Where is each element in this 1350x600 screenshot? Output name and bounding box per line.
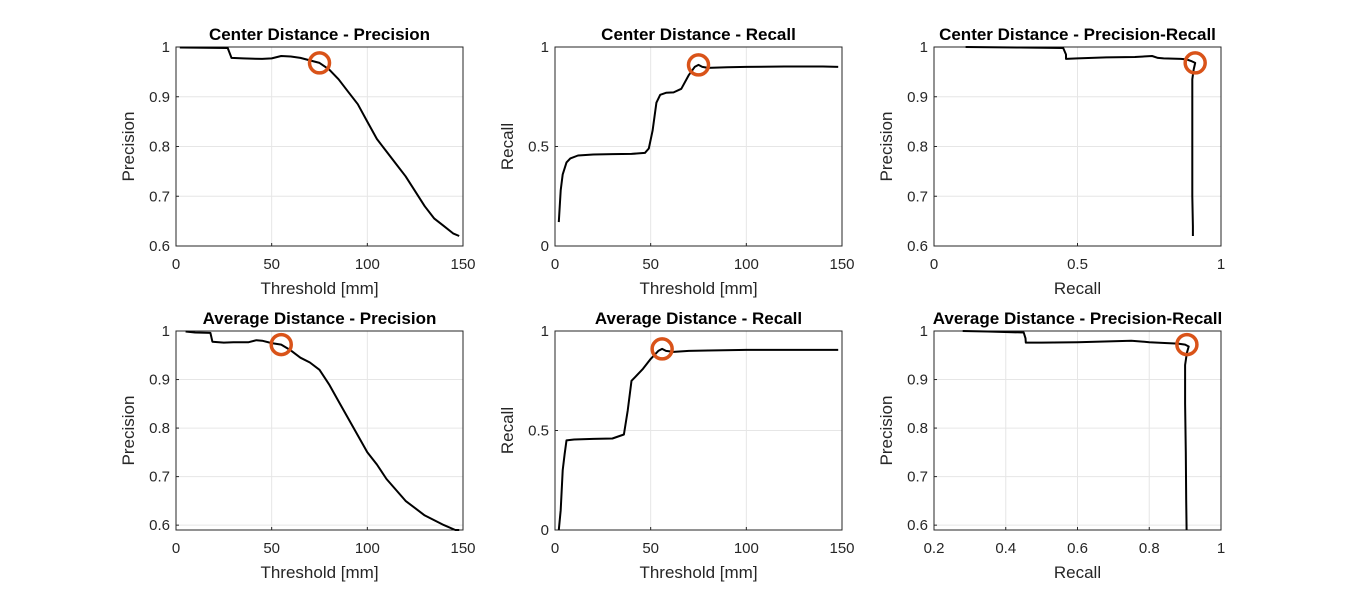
- x-tick-label: 100: [734, 256, 759, 273]
- panel-center-distance-recall: Center Distance - Recall Threshold [mm] …: [498, 25, 855, 298]
- panel-center-distance-precision: Center Distance - Precision Threshold [m…: [119, 25, 476, 298]
- axes-frame: [933, 46, 1222, 247]
- y-tick-label: 1: [541, 39, 549, 56]
- y-tick-label: 0.8: [149, 139, 170, 156]
- operating-point-marker: [686, 53, 711, 77]
- y-tick-label: 1: [162, 323, 170, 340]
- panel-title: Center Distance - Precision: [209, 25, 430, 44]
- axes-frame: [175, 330, 464, 531]
- x-tick-label: 150: [829, 256, 854, 273]
- panel-average-distance-precision: Average Distance - Precision Threshold […: [119, 309, 476, 582]
- x-tick-label: 150: [450, 256, 475, 273]
- axes-frame: [933, 330, 1222, 531]
- x-axis-label: Threshold [mm]: [639, 563, 757, 582]
- y-axis-label: Recall: [498, 123, 517, 170]
- y-tick-label: 0.5: [528, 139, 549, 156]
- operating-point-marker: [650, 337, 674, 361]
- x-axis-label: Threshold [mm]: [260, 279, 378, 298]
- x-tick-label: 1: [1217, 540, 1225, 557]
- y-tick-label: 1: [920, 39, 928, 56]
- x-axis-label: Threshold [mm]: [639, 279, 757, 298]
- y-axis-label: Recall: [498, 407, 517, 454]
- y-axis-label: Precision: [119, 112, 138, 182]
- panel-title: Center Distance - Recall: [601, 25, 796, 44]
- y-tick-label: 0: [541, 238, 549, 255]
- y-tick-label: 0.8: [149, 420, 170, 437]
- x-tick-label: 150: [450, 540, 475, 557]
- x-tick-label: 0: [930, 256, 938, 273]
- x-tick-label: 0: [551, 540, 559, 557]
- data-series-line: [185, 330, 460, 531]
- x-axis-label: Threshold [mm]: [260, 563, 378, 582]
- y-tick-label: 0.6: [149, 517, 170, 534]
- x-tick-label: 50: [642, 540, 659, 557]
- x-tick-label: 0: [172, 256, 180, 273]
- x-tick-label: 50: [263, 540, 280, 557]
- y-axis-label: Precision: [877, 396, 896, 466]
- x-axis-label: Recall: [1054, 563, 1101, 582]
- panel-title: Average Distance - Precision: [203, 309, 437, 328]
- x-axis-label: Recall: [1054, 279, 1101, 298]
- data-series-line: [179, 46, 460, 237]
- x-tick-label: 100: [734, 540, 759, 557]
- operating-point-marker: [269, 332, 293, 357]
- data-series-line: [962, 330, 1190, 531]
- y-tick-label: 1: [541, 323, 549, 340]
- x-tick-label: 0.5: [1067, 256, 1088, 273]
- y-tick-label: 0.9: [907, 89, 928, 106]
- panel-center-distance-precision-recall: Center Distance - Precision-Recall Recal…: [877, 25, 1225, 298]
- x-tick-label: 0.8: [1139, 540, 1160, 557]
- x-tick-label: 0: [172, 540, 180, 557]
- axes-frame: [554, 46, 843, 247]
- x-tick-label: 0.4: [995, 540, 1016, 557]
- y-tick-label: 0.9: [149, 89, 170, 106]
- y-tick-label: 0.7: [907, 469, 928, 486]
- axes-frame: [554, 330, 843, 531]
- x-tick-label: 0: [551, 256, 559, 273]
- y-tick-label: 0.7: [149, 188, 170, 205]
- data-series-line: [557, 347, 839, 531]
- x-tick-label: 0.6: [1067, 540, 1088, 557]
- y-tick-label: 1: [162, 39, 170, 56]
- y-tick-label: 0.9: [907, 372, 928, 389]
- y-tick-label: 0.6: [907, 517, 928, 534]
- y-axis-label: Precision: [877, 112, 896, 182]
- x-tick-label: 100: [355, 540, 380, 557]
- y-tick-label: 0: [541, 522, 549, 539]
- x-tick-label: 0.2: [924, 540, 945, 557]
- operating-point-marker: [307, 51, 332, 75]
- y-axis-label: Precision: [119, 396, 138, 466]
- x-tick-label: 50: [263, 256, 280, 273]
- operating-point-marker: [1175, 332, 1199, 357]
- plot-area: [176, 331, 463, 530]
- y-tick-label: 0.8: [907, 420, 928, 437]
- data-series-line: [965, 46, 1197, 236]
- x-tick-label: 50: [642, 256, 659, 273]
- x-tick-label: 150: [829, 540, 854, 557]
- operating-point-marker: [1183, 51, 1207, 75]
- x-tick-label: 1: [1217, 256, 1225, 273]
- y-tick-label: 0.7: [907, 188, 928, 205]
- x-tick-label: 100: [355, 256, 380, 273]
- panel-title: Average Distance - Precision-Recall: [933, 309, 1222, 328]
- panel-title: Average Distance - Recall: [595, 309, 802, 328]
- panel-title: Center Distance - Precision-Recall: [939, 25, 1216, 44]
- panel-average-distance-precision-recall: Average Distance - Precision-Recall Reca…: [877, 309, 1225, 582]
- y-tick-label: 0.6: [149, 238, 170, 255]
- y-tick-label: 0.5: [528, 423, 549, 440]
- data-series-line: [557, 63, 839, 223]
- y-tick-label: 0.7: [149, 469, 170, 486]
- y-tick-label: 0.8: [907, 139, 928, 156]
- y-tick-label: 0.9: [149, 372, 170, 389]
- y-tick-label: 1: [920, 323, 928, 340]
- axes-frame: [175, 46, 464, 247]
- y-tick-label: 0.6: [907, 238, 928, 255]
- panel-average-distance-recall: Average Distance - Recall Threshold [mm]…: [498, 309, 855, 582]
